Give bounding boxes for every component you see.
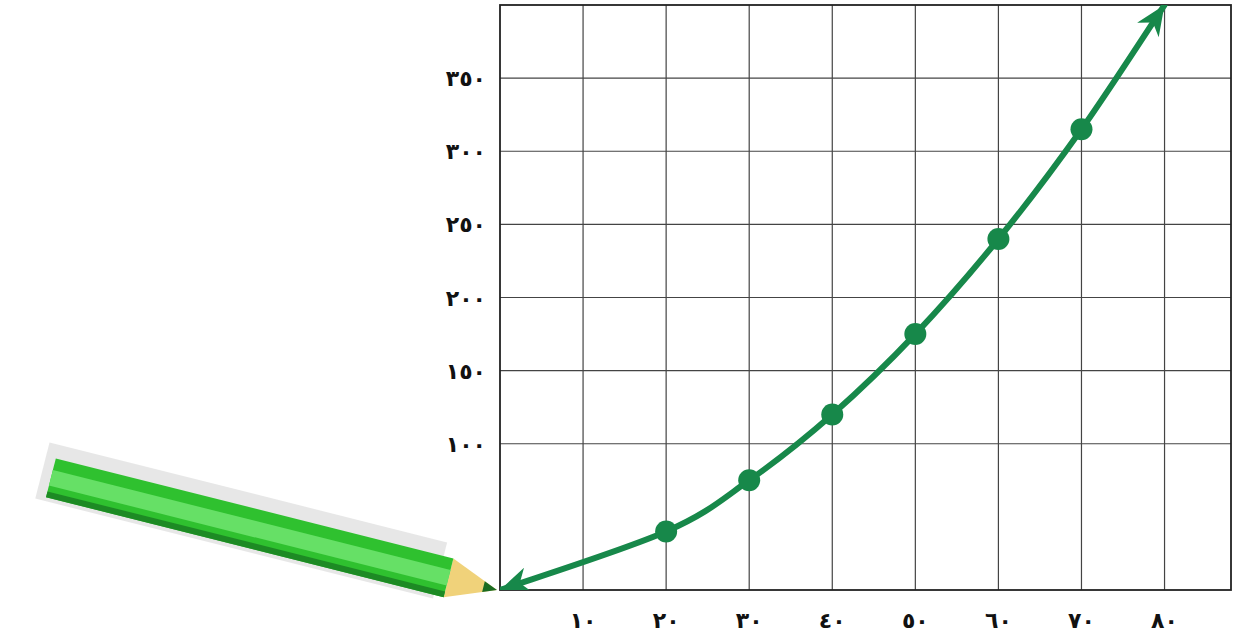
grid-line-y: [500, 297, 1231, 298]
x-tick-label: ٧٠: [1068, 608, 1095, 633]
pencil-stripe: [49, 470, 451, 586]
x-tick-label: ٣٠: [736, 608, 763, 633]
pencil: [35, 442, 497, 598]
y-tick-label: ٣٥٠: [446, 66, 486, 91]
grid-line-y: [500, 370, 1231, 371]
pencil-lead: [482, 581, 497, 592]
x-tick-label: ١٠: [570, 608, 597, 633]
grid-line-y: [500, 443, 1231, 444]
series: [500, 5, 1165, 590]
grid-line-y: [500, 224, 1231, 225]
x-tick-label: ٢٠: [653, 608, 680, 633]
data-line: [500, 5, 1165, 590]
data-point: [1070, 118, 1092, 140]
grid-line-y: [500, 78, 1231, 79]
data-point: [738, 469, 760, 491]
y-tick-label: ٢٥٠: [446, 212, 486, 237]
y-tick-label: ١٠٠: [446, 432, 486, 457]
plot-frame: [500, 5, 1231, 590]
arrowhead: [500, 568, 533, 590]
y-tick-label: ٢٠٠: [446, 286, 486, 311]
pencil-body: [46, 458, 453, 597]
pencil-edge: [46, 491, 445, 597]
data-point: [987, 228, 1009, 250]
y-tick-label: ١٥٠: [446, 359, 486, 384]
chart: ١٠ ٢٠ ٣٠ ٤٠ ٥٠ ٦٠ ٧٠ ٨٠ ١٠٠ ١٥٠ ٢٠٠ ٢٥٠ ٣٠٠ ٣٥٠: [0, 0, 1234, 641]
arrowhead: [1137, 5, 1164, 37]
grid: [500, 5, 1231, 590]
data-point: [904, 323, 926, 345]
x-tick-label: ٥٠: [902, 608, 929, 633]
data-point: [821, 404, 843, 426]
x-tick-label: ٦٠: [985, 608, 1012, 633]
grid-line-y: [500, 151, 1231, 152]
y-tick-label: ٣٠٠: [446, 139, 486, 164]
data-point: [655, 521, 677, 543]
x-tick-label: ٨٠: [1151, 608, 1178, 633]
x-tick-label: ٤٠: [819, 608, 846, 633]
